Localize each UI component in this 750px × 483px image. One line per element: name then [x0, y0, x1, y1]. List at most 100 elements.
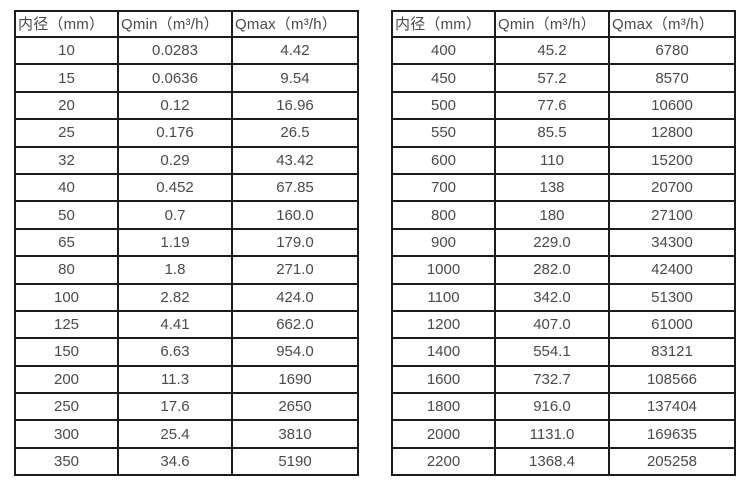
table-row: 2200 1368.4 205258 [391, 446, 736, 477]
table-cell: 138 [494, 172, 610, 203]
header-qmin: Qmin（m³/h） [494, 10, 610, 38]
table-cell: 8570 [608, 63, 736, 93]
table-cell: 424.0 [231, 282, 359, 312]
table-cell: 550 [391, 118, 496, 148]
table-cell: 400 [391, 35, 496, 66]
table-row: 32 0.29 43.42 [14, 145, 359, 175]
table-cell: 732.7 [494, 364, 610, 395]
table-row: 1400 554.1 83121 [391, 337, 736, 367]
table-cell: 1131.0 [494, 419, 610, 449]
flow-table-small-diameters: 内径（mm） Qmin（m³/h） Qmax（m³/h） 10 0.0283 4.4… [14, 10, 359, 477]
table-cell: 26.5 [231, 118, 359, 148]
table-row: 500 77.6 10600 [391, 90, 736, 121]
table-cell: 1400 [391, 337, 496, 367]
table-row: 150 6.63 954.0 [14, 337, 359, 367]
table-cell: 10 [14, 35, 119, 66]
table-cell: 500 [391, 90, 496, 121]
table-row: 40 0.452 67.85 [14, 172, 359, 203]
header-qmin: Qmin（m³/h） [117, 10, 233, 38]
table-cell: 916.0 [494, 392, 610, 422]
table-cell: 137404 [608, 392, 736, 422]
table-row: 450 57.2 8570 [391, 63, 736, 93]
table-body: 400 45.2 6780 450 57.2 8570 500 77.6 10600 550 85.… [391, 35, 736, 477]
table-row: 200 11.3 1690 [14, 364, 359, 395]
table-cell: 407.0 [494, 309, 610, 340]
table-cell: 5190 [231, 446, 359, 477]
table-cell: 0.452 [117, 172, 233, 203]
table-cell: 179.0 [231, 227, 359, 258]
table-row: 350 34.6 5190 [14, 446, 359, 477]
table-cell: 2200 [391, 446, 496, 477]
table-row: 250 17.6 2650 [14, 392, 359, 422]
table-cell: 1800 [391, 392, 496, 422]
table-cell: 15 [14, 63, 119, 93]
table-row: 1100 342.0 51300 [391, 282, 736, 312]
header-row: 内径（mm） Qmin（m³/h） Qmax（m³/h） [391, 10, 736, 38]
table-cell: 0.29 [117, 145, 233, 175]
table-cell: 61000 [608, 309, 736, 340]
table-row: 900 229.0 34300 [391, 227, 736, 258]
table-cell: 954.0 [231, 337, 359, 367]
table-cell: 282.0 [494, 255, 610, 285]
table-row: 125 4.41 662.0 [14, 309, 359, 340]
table-row: 1800 916.0 137404 [391, 392, 736, 422]
table-cell: 1.8 [117, 255, 233, 285]
table-body: 10 0.0283 4.42 15 0.0636 9.54 20 0.12 16.96 25 0.1… [14, 35, 359, 477]
table-cell: 350 [14, 446, 119, 477]
table-cell: 1690 [231, 364, 359, 395]
table-cell: 200 [14, 364, 119, 395]
table-cell: 300 [14, 419, 119, 449]
table-cell: 108566 [608, 364, 736, 395]
table-cell: 3810 [231, 419, 359, 449]
table-cell: 1.19 [117, 227, 233, 258]
table-cell: 271.0 [231, 255, 359, 285]
table-row: 25 0.176 26.5 [14, 118, 359, 148]
table-cell: 15200 [608, 145, 736, 175]
header-inner-diameter: 内径（mm） [391, 10, 496, 38]
table-cell: 2650 [231, 392, 359, 422]
table-cell: 169635 [608, 419, 736, 449]
table-cell: 4.42 [231, 35, 359, 66]
table-cell: 1600 [391, 364, 496, 395]
table-cell: 1000 [391, 255, 496, 285]
table-cell: 25.4 [117, 419, 233, 449]
table-cell: 700 [391, 172, 496, 203]
table-row: 800 180 27100 [391, 200, 736, 230]
table-row: 100 2.82 424.0 [14, 282, 359, 312]
table-cell: 0.0283 [117, 35, 233, 66]
table-row: 2000 1131.0 169635 [391, 419, 736, 449]
table-cell: 80 [14, 255, 119, 285]
table-cell: 800 [391, 200, 496, 230]
table-cell: 0.7 [117, 200, 233, 230]
table-cell: 67.85 [231, 172, 359, 203]
table-cell: 11.3 [117, 364, 233, 395]
flow-table-large-diameters: 内径（mm） Qmin（m³/h） Qmax（m³/h） 400 45.2 6780… [391, 10, 736, 477]
table-cell: 125 [14, 309, 119, 340]
table-cell: 45.2 [494, 35, 610, 66]
table-cell: 20 [14, 90, 119, 121]
table-cell: 100 [14, 282, 119, 312]
table-row: 400 45.2 6780 [391, 35, 736, 66]
table-cell: 110 [494, 145, 610, 175]
table-cell: 40 [14, 172, 119, 203]
table-row: 80 1.8 271.0 [14, 255, 359, 285]
table-row: 15 0.0636 9.54 [14, 63, 359, 93]
table-cell: 6.63 [117, 337, 233, 367]
table-cell: 205258 [608, 446, 736, 477]
table-cell: 32 [14, 145, 119, 175]
table-cell: 77.6 [494, 90, 610, 121]
table-cell: 662.0 [231, 309, 359, 340]
table-cell: 1100 [391, 282, 496, 312]
table-cell: 0.176 [117, 118, 233, 148]
table-cell: 9.54 [231, 63, 359, 93]
table-cell: 34300 [608, 227, 736, 258]
table-row: 300 25.4 3810 [14, 419, 359, 449]
table-row: 65 1.19 179.0 [14, 227, 359, 258]
table-cell: 554.1 [494, 337, 610, 367]
table-row: 600 110 15200 [391, 145, 736, 175]
table-row: 700 138 20700 [391, 172, 736, 203]
table-cell: 51300 [608, 282, 736, 312]
header-qmax: Qmax（m³/h） [608, 10, 736, 38]
header-row: 内径（mm） Qmin（m³/h） Qmax（m³/h） [14, 10, 359, 38]
